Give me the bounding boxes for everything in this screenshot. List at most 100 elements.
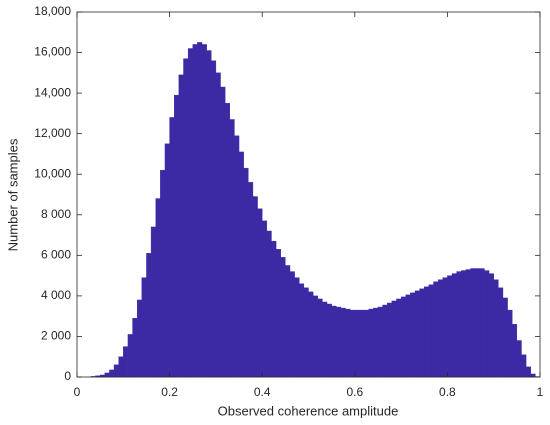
histogram-bar	[280, 257, 286, 378]
histogram-bar	[136, 299, 143, 378]
histogram-bar	[224, 103, 230, 378]
histogram-bar	[317, 298, 323, 378]
y-axis-label: Number of samples	[5, 138, 20, 251]
histogram-bar	[183, 58, 189, 378]
histogram-bar	[308, 291, 314, 378]
histogram-bar	[479, 268, 485, 378]
histogram-bar	[262, 220, 268, 378]
histogram-bar	[525, 366, 531, 378]
histogram-bar	[405, 294, 411, 378]
histogram-bar	[155, 198, 161, 378]
y-tick-label: 12,000	[34, 126, 71, 140]
histogram-bar	[192, 44, 198, 378]
histogram-bar	[252, 196, 258, 378]
histogram-bar	[363, 309, 369, 378]
histogram-bar	[141, 277, 147, 378]
y-tick-label: 18,000	[34, 4, 71, 18]
histogram-bar	[271, 240, 277, 378]
y-tick-label: 6 000	[41, 248, 71, 262]
histogram-bar	[419, 288, 425, 378]
histogram-bar	[451, 273, 457, 378]
x-tick-label: 0.4	[254, 385, 271, 399]
histogram-bar	[428, 284, 434, 378]
plot-frame	[76, 11, 541, 378]
histogram-bar	[118, 356, 124, 378]
y-tick-label: 16,000	[34, 45, 71, 59]
histogram-bar	[516, 340, 522, 378]
histogram-bar	[201, 44, 207, 378]
histogram-bar	[354, 309, 360, 378]
histogram-bar	[294, 277, 300, 378]
y-tick-label: 8 000	[41, 207, 71, 221]
histogram-bar	[498, 287, 504, 378]
histogram-bar	[414, 290, 420, 378]
histogram-bar	[275, 249, 281, 378]
histogram-bar	[322, 301, 328, 378]
histogram-bar	[234, 135, 240, 378]
histogram-bar	[400, 296, 406, 378]
histogram-bar	[169, 117, 175, 378]
y-tick-label: 10,000	[34, 166, 71, 180]
histogram-bar	[285, 265, 291, 378]
y-tick-label: 2 000	[41, 329, 71, 343]
histogram-bar	[470, 268, 476, 378]
histogram-bar	[331, 305, 337, 378]
histogram-bar	[289, 271, 295, 378]
x-axis-label: Observed coherence amplitude	[218, 403, 399, 418]
histogram-bar	[178, 74, 184, 378]
histogram-bar	[502, 297, 508, 378]
histogram-bar	[109, 369, 115, 378]
x-tick-label: 1	[537, 385, 544, 399]
x-tick-label: 0.6	[346, 385, 363, 399]
histogram-bar	[345, 308, 351, 378]
histogram-bar	[220, 86, 226, 378]
histogram-bar	[104, 372, 110, 378]
histogram-bar	[382, 304, 388, 378]
histogram-bar	[160, 169, 166, 378]
histogram-bar	[447, 275, 453, 378]
histogram-bar	[391, 300, 397, 378]
histogram-bar	[474, 268, 481, 378]
y-tick-label: 14,000	[34, 85, 71, 99]
histogram-bar	[437, 279, 443, 378]
histogram-bar	[299, 283, 305, 378]
histogram-bar	[368, 308, 374, 378]
histogram-bar	[493, 279, 499, 378]
histogram-bar	[442, 277, 448, 378]
histogram-bar	[211, 60, 217, 378]
histogram-bar	[424, 286, 430, 378]
histogram-bar	[248, 182, 254, 378]
histogram-bar	[461, 270, 467, 378]
histogram-bar	[238, 151, 244, 378]
y-tick-label: 0	[64, 369, 71, 383]
histogram-bar	[146, 253, 152, 378]
x-tick-label: 0	[74, 385, 81, 399]
histogram-bar	[373, 307, 379, 378]
histogram-bar	[488, 273, 494, 378]
histogram-bar	[150, 226, 156, 378]
histogram-bar	[396, 298, 402, 378]
histogram-bar	[215, 72, 221, 378]
histogram-bar	[132, 317, 138, 378]
histogram-bar	[123, 346, 129, 378]
histogram-bar	[456, 271, 462, 378]
histogram-bar	[206, 50, 212, 378]
histogram-bar	[303, 287, 309, 378]
histogram-bar	[340, 307, 346, 378]
histogram-bar	[326, 303, 332, 378]
histogram-bar	[127, 334, 133, 378]
histogram-bar	[312, 295, 318, 378]
histogram-bar	[266, 230, 272, 378]
histogram-bar	[197, 42, 203, 378]
histogram-bar	[377, 306, 383, 378]
histogram-bar	[174, 94, 180, 378]
x-tick-label: 0.2	[161, 385, 178, 399]
histogram-bar	[484, 270, 490, 378]
histogram-bar	[243, 167, 249, 378]
histogram-bar	[349, 309, 356, 378]
histogram-bar	[530, 373, 536, 378]
histogram-bar	[387, 302, 393, 378]
histogram-bar	[507, 309, 513, 378]
x-tick-label: 0.8	[439, 385, 456, 399]
